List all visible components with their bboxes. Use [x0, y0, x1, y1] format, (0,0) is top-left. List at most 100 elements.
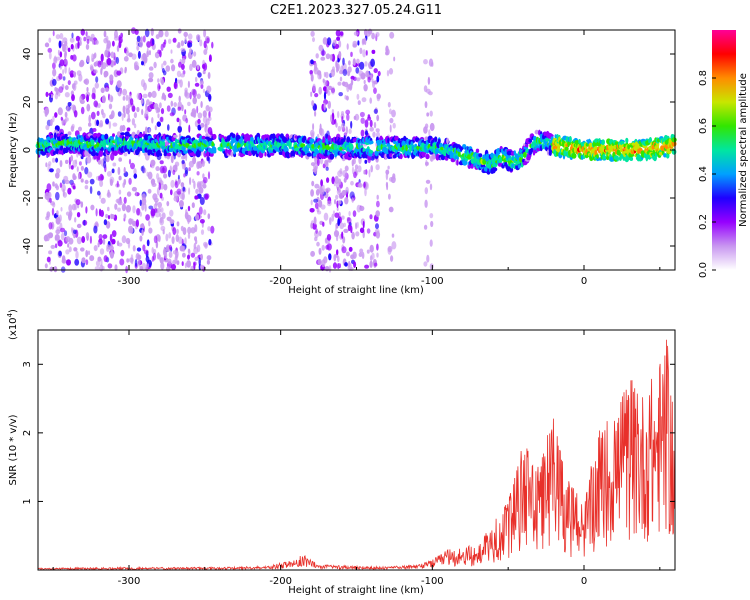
heatmap-noise-cell	[369, 97, 373, 104]
heatmap-noise-cell	[311, 180, 315, 187]
heatmap-noise-cell	[318, 86, 323, 95]
heatmap-noise-cell	[155, 211, 160, 218]
heatmap-noise-cell	[202, 88, 206, 93]
heatmap-noise-cell	[376, 131, 380, 138]
heatmap-noise-cell	[324, 159, 329, 166]
heatmap-noise-cell	[199, 39, 203, 47]
heatmap-noise-cell	[310, 199, 313, 206]
heatmap-noise-cell	[341, 215, 345, 220]
heatmap-noise-cell	[58, 40, 62, 49]
heatmap-ridge-cell	[230, 139, 236, 144]
heatmap-ridge-cell	[492, 167, 498, 172]
heatmap-ridge-cell	[329, 153, 335, 160]
heatmap-noise-cell	[136, 35, 141, 42]
heatmap-noise-cell	[364, 119, 369, 128]
heatmap-noise-cell	[142, 93, 148, 99]
heatmap-noise-cell	[341, 115, 344, 124]
heatmap-noise-cell	[431, 62, 434, 67]
heatmap-noise-cell	[182, 186, 185, 192]
heatmap-noise-cell	[146, 171, 149, 177]
y-tick-label: 3	[22, 361, 33, 367]
heatmap-noise-cell	[203, 40, 207, 49]
heatmap-noise-cell	[363, 169, 366, 175]
heatmap-ridge-cell	[596, 154, 599, 159]
heatmap-noise-cell	[72, 71, 77, 78]
heatmap-noise-cell	[61, 183, 66, 193]
heatmap-noise-cell	[144, 203, 147, 212]
heatmap-noise-cell	[156, 187, 160, 196]
heatmap-noise-cell	[71, 104, 76, 111]
heatmap-noise-cell	[203, 49, 208, 55]
heatmap-noise-cell	[191, 59, 197, 68]
heatmap-noise-cell	[176, 79, 181, 84]
heatmap-noise-cell	[204, 123, 208, 128]
heatmap-noise-cell	[48, 37, 52, 43]
heatmap-noise-cell	[359, 248, 364, 254]
heatmap-noise-cell	[390, 255, 394, 262]
heatmap-noise-cell	[353, 261, 357, 268]
heatmap-noise-cell	[80, 165, 84, 171]
heatmap-noise-cell	[75, 159, 78, 164]
heatmap-noise-cell	[75, 35, 80, 42]
heatmap-noise-cell	[313, 66, 319, 75]
heatmap-noise-cell	[89, 255, 95, 262]
x-tick-label: -200	[269, 276, 292, 287]
heatmap-noise-cell	[337, 125, 342, 132]
heatmap-noise-cell	[319, 72, 322, 80]
heatmap-ridge-cell	[77, 134, 81, 141]
heatmap-noise-cell	[48, 191, 52, 199]
x-tick-label: -200	[269, 576, 292, 587]
heatmap-noise-cell	[109, 250, 114, 259]
heatmap-noise-cell	[334, 199, 337, 205]
heatmap-noise-cell	[159, 160, 164, 165]
heatmap-noise-cell	[108, 103, 113, 110]
heatmap-noise-cell	[337, 263, 340, 270]
snr-x-ticks: -300 -200 -100 0	[52, 330, 661, 587]
heatmap-noise-cell	[43, 234, 49, 242]
heatmap-noise-cell	[100, 53, 104, 62]
heatmap-noise-cell	[50, 244, 56, 249]
heatmap-noise-cell	[118, 242, 123, 247]
heatmap-noise-cell	[167, 124, 170, 131]
heatmap-noise-cell	[170, 189, 173, 196]
heatmap-noise-cell	[146, 41, 152, 48]
heatmap-noise-cell	[202, 69, 206, 75]
heatmap-noise-cell	[123, 196, 127, 204]
heatmap-ridge-cell	[378, 137, 384, 141]
heatmap-noise-cell	[337, 218, 341, 227]
heatmap-noise-cell	[199, 197, 205, 205]
heatmap-noise-cell	[153, 61, 157, 69]
heatmap-noise-cell	[357, 100, 361, 105]
heatmap-noise-cell	[106, 191, 112, 198]
heatmap-ridge-cell	[431, 153, 436, 160]
heatmap-noise-cell	[121, 113, 124, 121]
heatmap-noise-cell	[134, 64, 140, 71]
heatmap-noise-cell	[194, 195, 199, 200]
heatmap-noise-cell	[125, 237, 131, 245]
heatmap-noise-cell	[375, 223, 379, 230]
heatmap-noise-cell	[86, 39, 90, 44]
heatmap-noise-cell	[197, 182, 202, 190]
heatmap-noise-cell	[375, 32, 380, 37]
heatmap-noise-cell	[314, 110, 317, 117]
heatmap-noise-cell	[208, 156, 211, 164]
heatmap-noise-cell	[192, 156, 197, 165]
heatmap-noise-cell	[423, 85, 428, 93]
snr-panel: -300 -200 -100 0 1 2 3 Height of straight lin…	[6, 309, 676, 596]
heatmap-ridge-cell	[212, 146, 217, 153]
heatmap-noise-cell	[109, 233, 113, 243]
heatmap-noise-cell	[335, 194, 339, 200]
heatmap-noise-cell	[210, 225, 215, 234]
heatmap-noise-cell	[369, 255, 373, 262]
heatmap-noise-cell	[312, 37, 315, 43]
heatmap-noise-cell	[95, 76, 99, 83]
heatmap-noise-cell	[133, 112, 137, 119]
heatmap-noise-cell	[318, 247, 322, 255]
heatmap-noise-cell	[109, 176, 115, 184]
heatmap-noise-cell	[65, 159, 69, 164]
heatmap-noise-cell	[148, 205, 154, 210]
heatmap-noise-cell	[335, 29, 341, 37]
heatmap-noise-cell	[345, 109, 351, 115]
heatmap-noise-cell	[329, 217, 332, 226]
